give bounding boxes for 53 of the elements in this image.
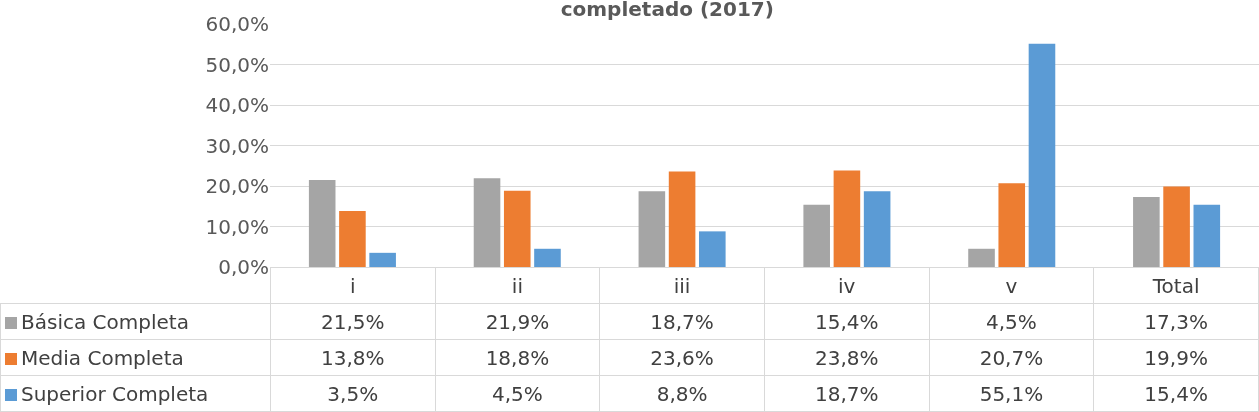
legend-label: Media Completa (0, 339, 271, 376)
x-tick-label: v (929, 267, 1094, 304)
data-label: 17,3% (1093, 303, 1259, 340)
data-label: 15,4% (764, 303, 930, 340)
bar (339, 211, 366, 267)
bar (998, 183, 1026, 267)
data-label: 18,8% (435, 339, 600, 376)
legend-label: Básica Completa (0, 303, 271, 340)
bar (638, 191, 666, 267)
bar (473, 178, 501, 267)
y-tick-label: 60,0% (205, 12, 269, 36)
bar (1163, 186, 1190, 267)
data-label: 3,5% (270, 375, 436, 412)
bar (1193, 204, 1221, 267)
data-label: 13,8% (270, 339, 436, 376)
legend-label: Superior Completa (0, 375, 271, 412)
x-tick-label: iv (764, 267, 930, 304)
bar (803, 204, 830, 267)
bar (1028, 43, 1056, 267)
y-tick-label: 10,0% (205, 214, 269, 239)
data-label: 21,5% (270, 303, 436, 340)
bar (308, 179, 336, 267)
bar (369, 252, 396, 267)
y-tick-label: 30,0% (205, 133, 269, 158)
x-tick-label: Total (1093, 267, 1259, 304)
bar (863, 191, 891, 267)
bar (1133, 196, 1160, 267)
data-label: 55,1% (929, 375, 1094, 412)
data-label: 8,8% (599, 375, 765, 412)
y-tick-label: 20,0% (205, 174, 269, 198)
bar (503, 190, 531, 267)
data-label: 21,9% (435, 303, 600, 340)
bar (699, 231, 726, 267)
y-tick-label: 0,0% (218, 255, 269, 279)
x-tick-label: iii (599, 267, 765, 304)
data-label: 23,8% (764, 339, 930, 376)
y-tick-label: 40,0% (205, 93, 269, 117)
bar (668, 171, 696, 267)
data-label: 4,5% (435, 375, 600, 412)
data-label: 18,7% (764, 375, 930, 412)
data-label: 20,7% (929, 339, 1094, 376)
data-label: 19,9% (1093, 339, 1259, 376)
bar (534, 248, 561, 267)
x-tick-label: ii (435, 267, 600, 304)
bar (833, 170, 861, 267)
data-label: 23,6% (599, 339, 765, 376)
y-tick-label: 50,0% (205, 52, 269, 77)
bar (968, 248, 995, 267)
data-label: 18,7% (599, 303, 765, 340)
chart-title: completado (2017) (560, 0, 774, 22)
data-label: 15,4% (1093, 375, 1259, 412)
x-tick-label: i (270, 267, 436, 304)
data-label: 4,5% (929, 303, 1094, 340)
